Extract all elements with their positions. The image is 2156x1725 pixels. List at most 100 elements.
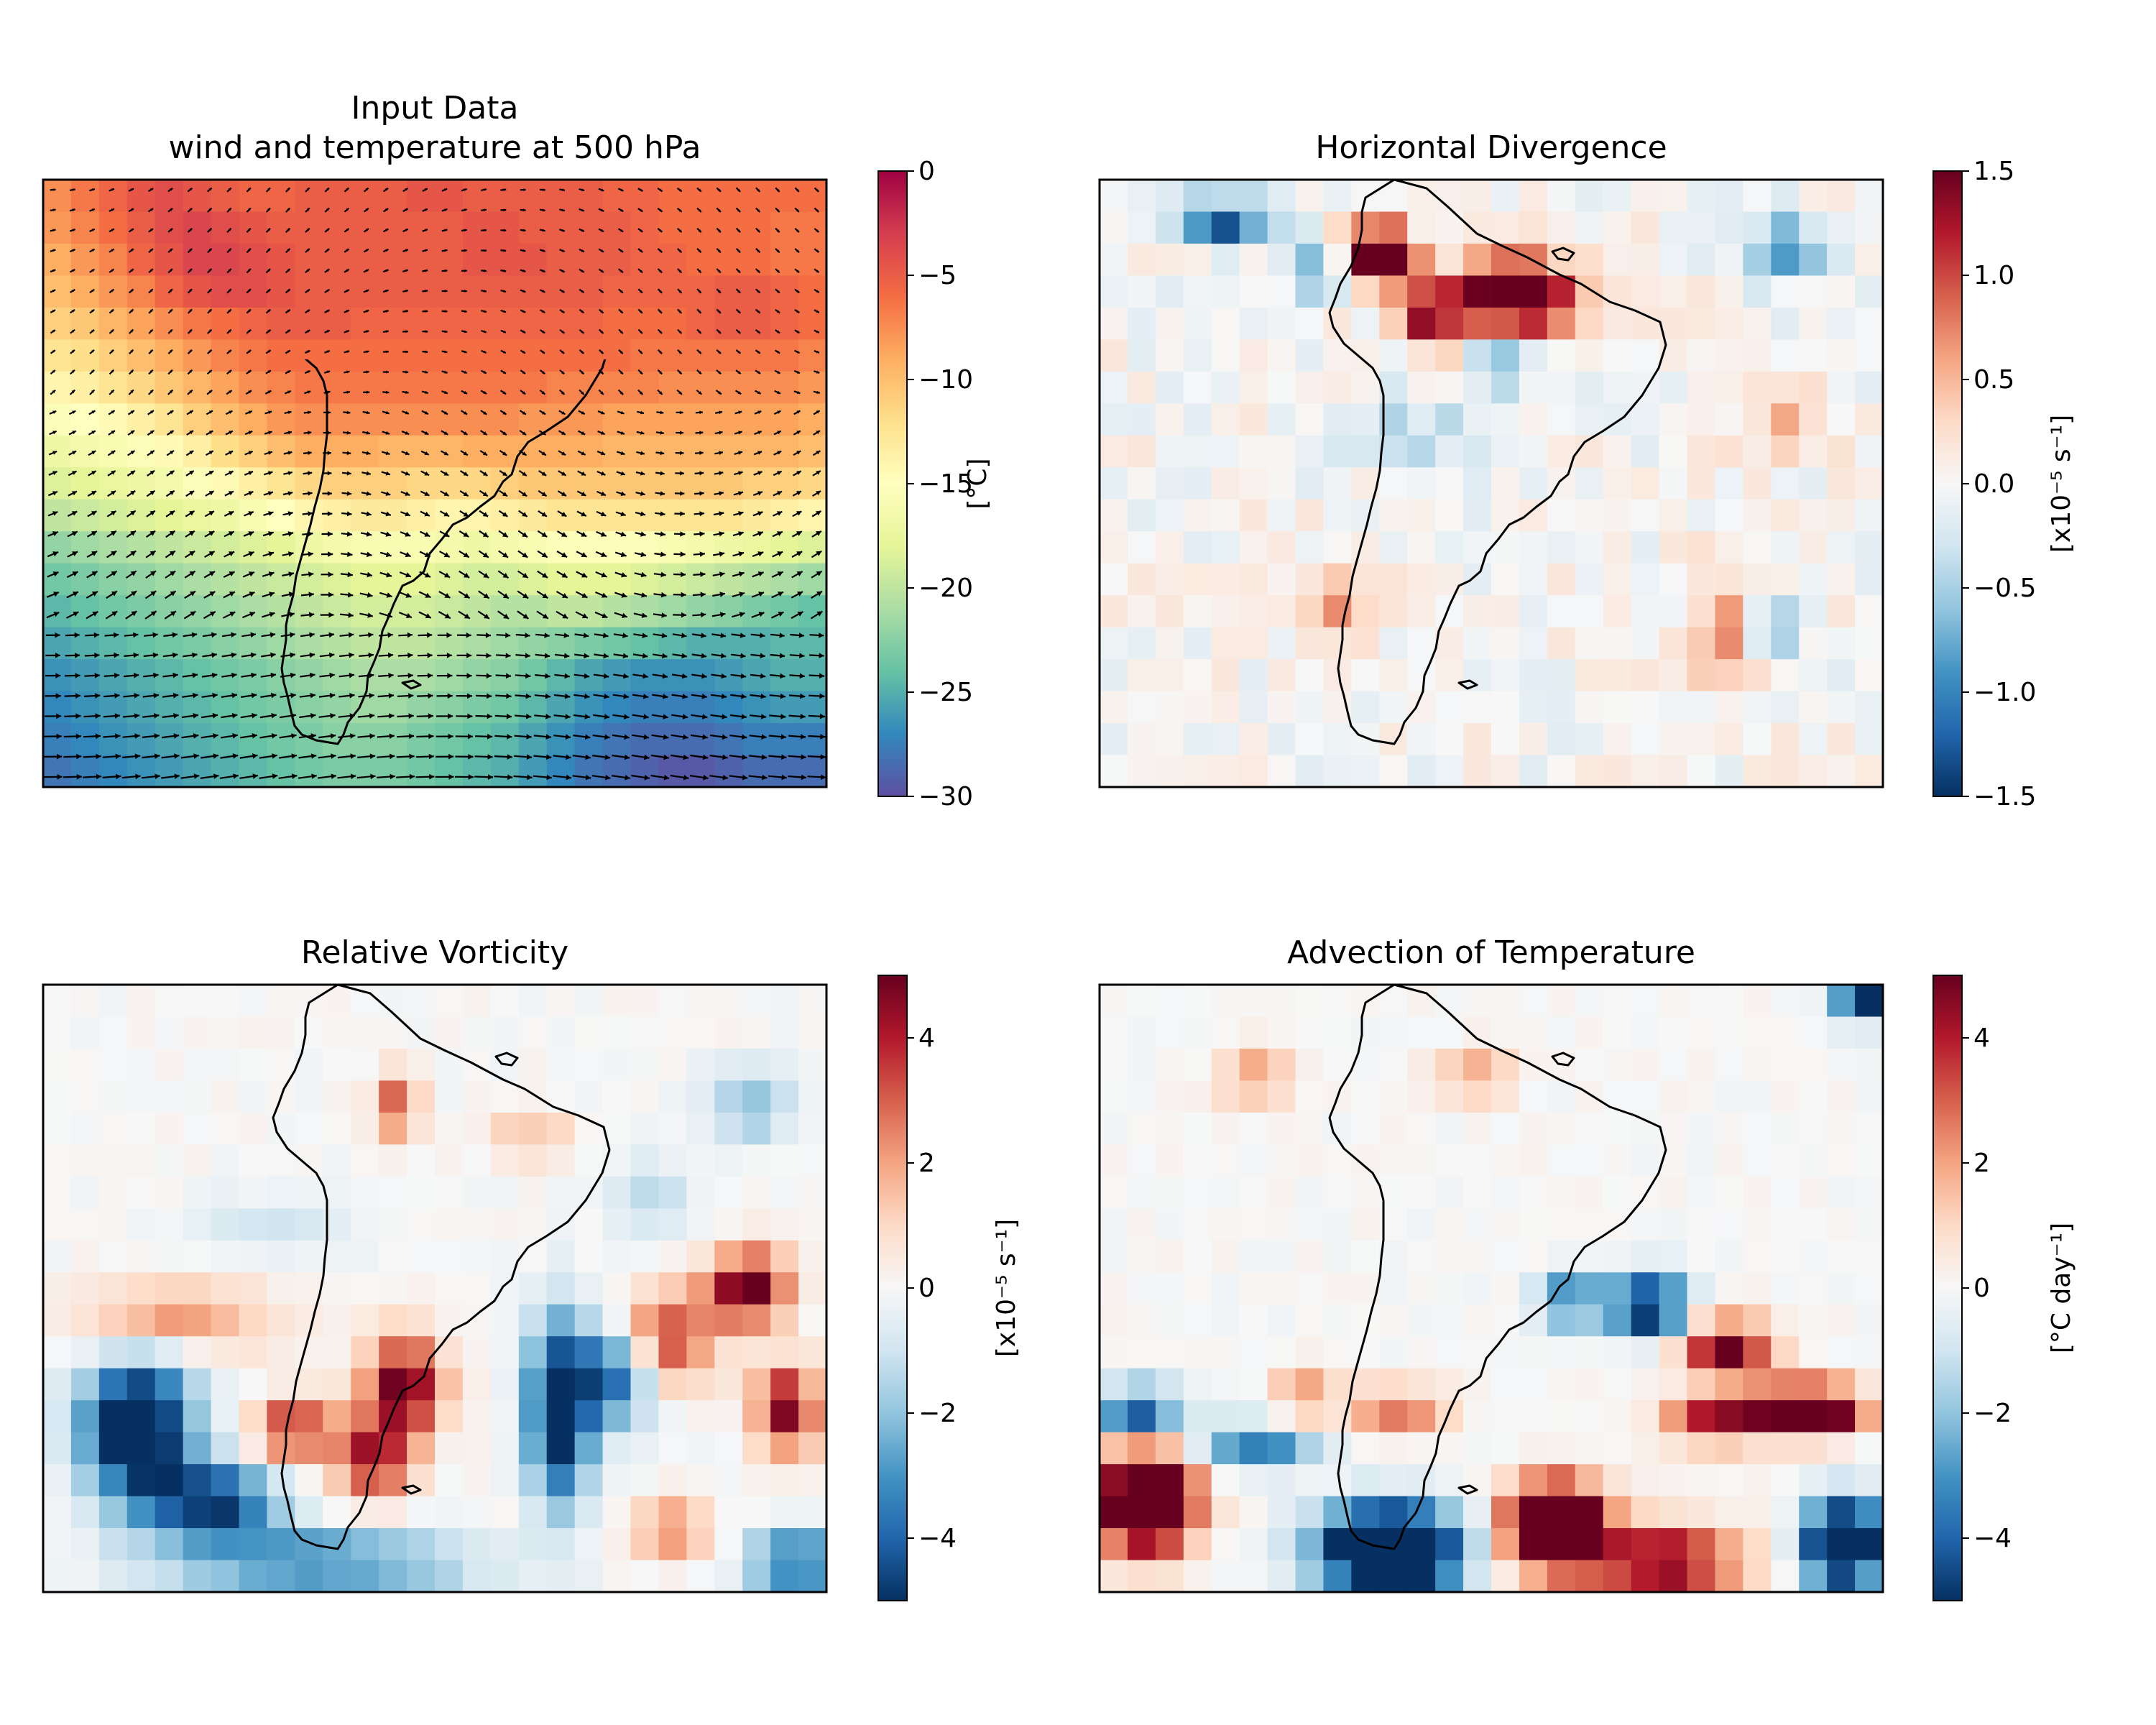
- heatmap-cell: [1323, 1176, 1353, 1210]
- heatmap-cell: [490, 755, 520, 787]
- heatmap-cell: [1827, 275, 1856, 308]
- heatmap-cell: [43, 1208, 72, 1241]
- heatmap-cell: [1100, 243, 1128, 277]
- wind-arrow: [382, 269, 389, 273]
- heatmap-cell: [518, 1240, 548, 1274]
- heatmap-cell: [1519, 563, 1548, 596]
- heatmap-cell: [1239, 403, 1268, 436]
- wind-arrow: [202, 632, 217, 638]
- heatmap-cell: [435, 755, 464, 787]
- wind-arrow: [637, 268, 643, 274]
- heatmap-cell: [1295, 1176, 1325, 1210]
- heatmap-cell: [1183, 1240, 1212, 1274]
- heatmap-cell: [1519, 1368, 1548, 1401]
- wind-arrow: [440, 490, 450, 497]
- heatmap-cell: [1127, 1016, 1156, 1049]
- wind-arrow: [321, 531, 333, 537]
- colorbar-tick-label: 0: [918, 1274, 935, 1303]
- wind-arrow: [716, 248, 722, 254]
- wind-arrow: [261, 652, 276, 658]
- heatmap-cell: [658, 1496, 688, 1529]
- wind-arrow: [148, 248, 154, 253]
- heatmap-cell: [1827, 691, 1856, 724]
- heatmap-cell: [462, 275, 492, 308]
- wind-arrow: [441, 430, 448, 436]
- heatmap-cell: [1715, 467, 1744, 500]
- wind-arrow: [734, 390, 742, 395]
- wind-arrow: [810, 610, 823, 620]
- wind-arrow: [478, 550, 489, 558]
- heatmap-cell: [1771, 1208, 1800, 1241]
- wind-arrow: [223, 571, 235, 578]
- heatmap-cell: [1799, 403, 1828, 436]
- heatmap-cell: [546, 339, 576, 372]
- heatmap-cell: [126, 1272, 156, 1305]
- heatmap-cell: [98, 755, 128, 787]
- wind-arrow: [637, 349, 643, 354]
- heatmap-cell: [546, 180, 576, 213]
- wind-arrow: [773, 490, 783, 497]
- wind-arrow: [579, 308, 585, 314]
- wind-arrow: [752, 531, 764, 537]
- heatmap-cell: [1183, 627, 1212, 660]
- heatmap-cell: [630, 499, 660, 533]
- heatmap-cell: [98, 1304, 128, 1338]
- heatmap-cell: [1155, 1112, 1184, 1146]
- heatmap-cell: [407, 499, 436, 533]
- wind-arrow: [379, 571, 392, 578]
- heatmap-cell: [1100, 180, 1128, 213]
- heatmap-cell: [658, 755, 688, 787]
- heatmap-cell: [1687, 563, 1716, 596]
- heatmap-cell: [1771, 339, 1800, 372]
- wind-arrow: [735, 248, 741, 254]
- heatmap-cell: [70, 531, 100, 564]
- heatmap-cell: [1575, 435, 1604, 469]
- wind-arrow: [595, 571, 607, 578]
- wind-arrow: [165, 510, 175, 518]
- wind-arrow: [420, 530, 430, 538]
- heatmap-cell: [1211, 1144, 1240, 1177]
- heatmap-cell: [239, 1336, 268, 1369]
- heatmap-cell: [1351, 1144, 1381, 1177]
- heatmap-cell: [1827, 339, 1856, 372]
- heatmap-cell: [1631, 1528, 1660, 1561]
- heatmap-cell: [1519, 1016, 1548, 1049]
- heatmap-cell: [1183, 1304, 1212, 1338]
- wind-arrow: [770, 653, 786, 659]
- wind-arrow: [755, 308, 761, 314]
- heatmap-cell: [798, 1272, 826, 1305]
- wind-arrow: [515, 673, 531, 679]
- heatmap-cell: [462, 1304, 492, 1338]
- heatmap-cell: [239, 1560, 268, 1592]
- colorbar-tick-label: 0: [918, 157, 935, 186]
- heatmap-cell: [211, 1464, 240, 1497]
- heatmap-cell: [1771, 659, 1800, 692]
- heatmap-cell: [1631, 1240, 1660, 1274]
- heatmap-cell: [742, 180, 771, 213]
- heatmap-cell: [658, 211, 688, 244]
- wind-arrow: [676, 389, 683, 395]
- wind-arrow: [207, 248, 213, 254]
- heatmap-cell: [407, 307, 436, 341]
- wind-arrow: [670, 774, 689, 781]
- wind-arrow: [244, 490, 254, 497]
- heatmap-cell: [1239, 243, 1268, 277]
- heatmap-cell: [1575, 467, 1604, 500]
- wind-arrow: [536, 590, 548, 599]
- wind-arrow: [711, 673, 727, 679]
- heatmap-cell: [1575, 1176, 1604, 1210]
- wind-arrow: [735, 308, 741, 314]
- heatmap-cell: [1491, 275, 1520, 308]
- wind-arrow: [791, 571, 803, 579]
- wind-arrow: [285, 288, 291, 294]
- wind-arrow: [498, 530, 509, 538]
- heatmap-cell: [1323, 467, 1353, 500]
- heatmap-cell: [1743, 403, 1772, 436]
- heatmap-cell: [1239, 531, 1268, 564]
- wind-arrow: [788, 734, 806, 740]
- wind-arrow: [438, 611, 451, 620]
- wind-arrow: [161, 773, 180, 779]
- heatmap-cell: [1743, 1144, 1772, 1177]
- wind-arrow: [201, 733, 218, 739]
- heatmap-cell: [574, 985, 604, 1018]
